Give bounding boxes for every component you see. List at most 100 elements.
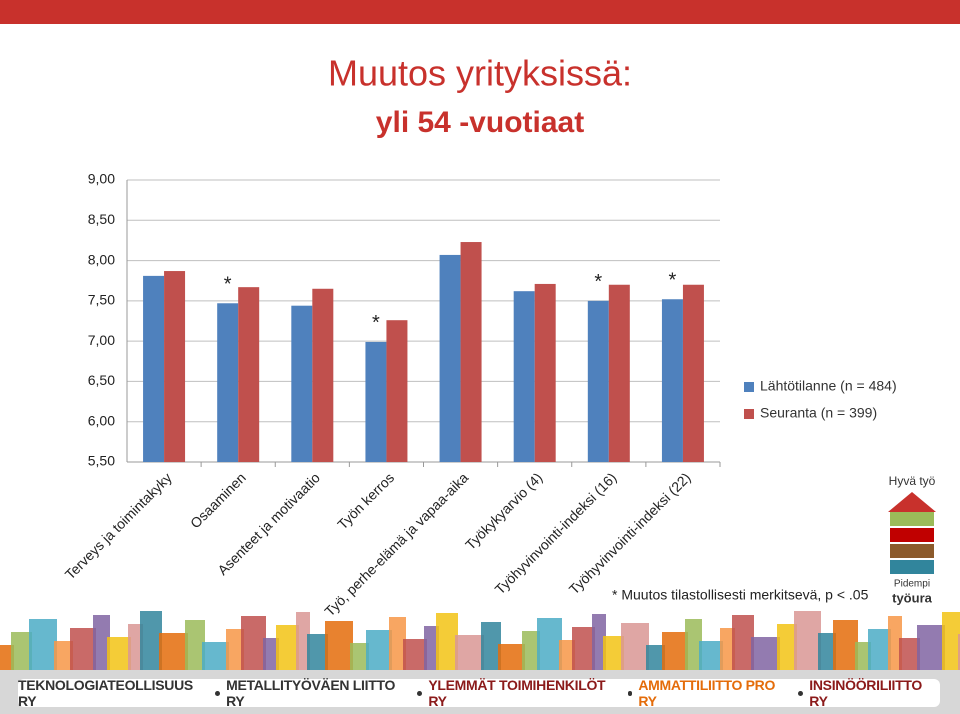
bar [682, 284, 704, 462]
separator [417, 690, 423, 696]
building [833, 620, 858, 670]
logo-roof [888, 492, 936, 512]
y-tick-label: 9,00 [88, 171, 115, 187]
significance-mark: * [372, 312, 380, 334]
building [366, 630, 392, 670]
building [11, 632, 32, 670]
y-tick-label: 8,00 [88, 251, 115, 267]
building [646, 645, 665, 670]
logo-text: Hyvä työ [889, 474, 936, 488]
building [0, 645, 14, 670]
bar [365, 341, 387, 462]
building [621, 623, 649, 670]
building [498, 644, 525, 670]
legend-swatch [744, 409, 754, 419]
bar [238, 287, 260, 462]
legend-label: Lähtötilanne (n = 484) [760, 378, 897, 394]
building [93, 615, 110, 670]
building [559, 640, 575, 670]
building [276, 625, 299, 670]
x-tick-label: Työhyvinvointi-indeksi (22) [566, 469, 694, 597]
bar [164, 271, 186, 462]
x-tick-label: Osaaminen [187, 469, 249, 531]
bar [312, 288, 334, 462]
x-tick-label: Työkykyarvio (4) [462, 469, 545, 552]
building [54, 641, 73, 670]
legend-swatch [744, 382, 754, 392]
bar [386, 320, 408, 462]
bar [143, 275, 165, 462]
building [855, 642, 871, 670]
building [159, 633, 188, 670]
y-tick-label: 8,50 [88, 211, 115, 227]
significance-mark: * [594, 271, 602, 293]
bar [460, 242, 482, 462]
bar [439, 254, 461, 462]
organization: TEKNOLOGIATEOLLISUUS RY [18, 677, 193, 709]
building [70, 628, 96, 670]
organization: INSINÖÖRILIITTO RY [809, 677, 922, 709]
logo-text: työura [892, 590, 933, 605]
building [325, 621, 353, 670]
building [818, 633, 836, 670]
building [140, 611, 162, 670]
building [307, 634, 328, 670]
chart-title: Muutos yrityksissä: [328, 53, 632, 94]
building [572, 627, 595, 670]
building [241, 616, 266, 670]
building [699, 641, 723, 670]
bar [534, 283, 556, 462]
building [603, 636, 624, 670]
skyline [0, 611, 960, 670]
logo-block [890, 528, 934, 542]
significance-mark: * [224, 274, 232, 296]
organization: YLEMMÄT TOIMIHENKILÖT RY [428, 677, 606, 709]
bar [587, 300, 609, 462]
logo-block [890, 512, 934, 526]
y-tick-label: 7,00 [88, 332, 115, 348]
building [481, 622, 501, 670]
bar [291, 305, 313, 462]
organization: AMMATTILIITTO PRO RY [638, 677, 776, 709]
building [296, 612, 310, 670]
building [185, 620, 205, 670]
y-tick-label: 6,00 [88, 412, 115, 428]
building [868, 629, 891, 670]
y-tick-label: 7,50 [88, 292, 115, 308]
y-tick-label: 5,50 [88, 453, 115, 469]
building [662, 632, 688, 670]
building [942, 612, 960, 670]
building [29, 619, 57, 670]
building [794, 611, 821, 670]
bar [217, 303, 239, 462]
bar [608, 284, 630, 462]
building [751, 637, 780, 670]
building [389, 617, 406, 670]
logo: Hyvä työ Pidempi työura [888, 474, 936, 605]
building [899, 638, 920, 670]
y-tick-label: 6,50 [88, 372, 115, 388]
logo-block [890, 560, 934, 574]
x-tick-label: Terveys ja toimintakyky [62, 469, 175, 582]
building [592, 614, 606, 670]
top-band [0, 0, 960, 24]
building [732, 615, 754, 670]
building [436, 613, 458, 670]
building [720, 628, 735, 670]
building [777, 624, 797, 670]
building [226, 629, 244, 670]
building [350, 643, 369, 670]
building [917, 625, 945, 670]
building [522, 631, 540, 670]
building [263, 638, 279, 670]
organization: METALLITYÖVÄEN LIITTO RY [226, 677, 396, 709]
building [958, 634, 960, 670]
building [403, 639, 427, 670]
x-tick-label: Työhyvinvointi-indeksi (16) [492, 469, 620, 597]
building [537, 618, 562, 670]
x-tick-label: Työn kerros [334, 469, 397, 532]
separator [215, 690, 221, 696]
building [455, 635, 484, 670]
